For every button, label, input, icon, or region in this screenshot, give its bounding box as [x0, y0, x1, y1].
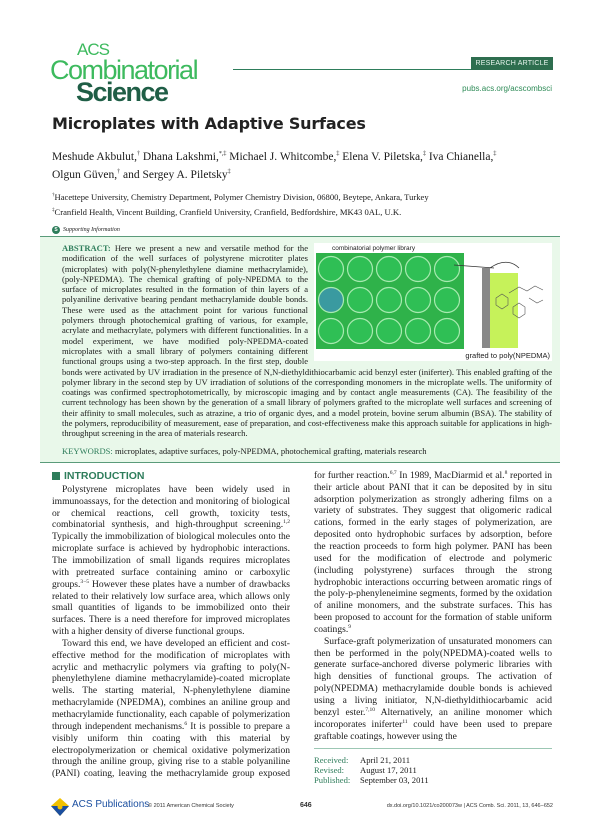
microplate-well: [346, 286, 374, 314]
abstract-text: ABSTRACT: Here we present a new and vers…: [62, 243, 552, 439]
microplate-well: [317, 255, 345, 283]
acs-publications-logo-icon: [51, 798, 69, 817]
microplate-well: [404, 317, 432, 345]
author-affiliation-mark: †: [117, 168, 121, 175]
author-name: Olgun Güven,: [52, 168, 118, 181]
microplate-well: [317, 286, 345, 314]
polymer-layer: [490, 273, 518, 348]
author-name: Michael J. Whitcombe,: [226, 150, 337, 163]
author-affiliation-mark: †: [136, 151, 140, 157]
microplate-well: [317, 317, 345, 345]
heading-square-icon: [52, 471, 60, 480]
microplate-well: [404, 286, 432, 314]
introduction-section: INTRODUCTION Polystyrene microplates hav…: [52, 470, 552, 785]
text-run: could have been used to prepare graftabl…: [314, 718, 552, 742]
author-name: Elena V. Piletska,: [339, 150, 423, 163]
section-heading-introduction: INTRODUCTION: [52, 470, 290, 482]
svg-text:Combinatorial: Combinatorial: [50, 55, 198, 85]
copyright: © 2011 American Chemical Society: [148, 803, 234, 810]
author-name: Iva Chianella,: [425, 150, 494, 163]
citation-ref[interactable]: 7,10: [365, 706, 376, 713]
microplate-well: [375, 286, 403, 314]
journal-logo: ACS Combinatorial Science: [50, 40, 199, 102]
text-run: Typically the immobilization of biologic…: [52, 531, 290, 590]
body-paragraph: Polystyrene microplates have been widely…: [52, 484, 290, 638]
supporting-info-label: Supporting Information: [63, 226, 120, 233]
citation-ref[interactable]: 1,2: [283, 519, 290, 526]
microplate-well: [346, 255, 374, 283]
microplate-well: [404, 255, 432, 283]
article-type-badge: RESEARCH ARTICLE: [471, 57, 553, 70]
citation-ref[interactable]: 8: [504, 469, 508, 476]
text-run: Alternatively, an aniline monomer which …: [314, 706, 553, 730]
toc-graphic: combinatorial polymer library grafted to…: [314, 243, 552, 361]
author-name: Meshude Akbulut,: [52, 150, 137, 163]
author-name: and Sergey A. Piletsky: [120, 168, 228, 181]
svg-text:ACS: ACS: [77, 40, 110, 59]
microplate-well: [346, 317, 374, 345]
text-run: However these plates have a number of dr…: [52, 578, 290, 638]
author-affiliation-mark: *,‡: [218, 151, 227, 157]
citation-ref[interactable]: 11: [402, 718, 408, 725]
affiliation-2: ‡Cranfield Health, Vincent Building, Cra…: [52, 207, 402, 217]
citation[interactable]: dx.doi.org/10.1021/co200073w | ACS Comb.…: [386, 803, 553, 810]
graphic-bottom-label: grafted to poly(NPEDMA): [465, 351, 550, 360]
microplate-well: [375, 317, 403, 345]
text-run: Polystyrene microplates have been widely…: [52, 483, 290, 531]
text-run: Toward this end, we have developed an ef…: [52, 637, 290, 732]
citation-ref[interactable]: 6,7: [389, 469, 397, 476]
body-paragraph: Surface-graft polymerization of unsatura…: [314, 636, 552, 743]
text-run: Surface-graft polymerization of unsatura…: [314, 635, 552, 718]
tube-wall: [482, 268, 490, 348]
abstract-box: combinatorial polymer library grafted to…: [40, 236, 560, 463]
citation-ref[interactable]: 3−5: [80, 578, 89, 585]
journal-url[interactable]: pubs.acs.org/acscombsci: [462, 84, 552, 93]
supporting-info-icon: S: [52, 225, 60, 234]
supporting-information-link[interactable]: S Supporting Information: [52, 224, 560, 235]
graphic-top-label: combinatorial polymer library: [332, 245, 416, 252]
chemical-structure: [495, 285, 544, 319]
affiliation-1: †Hacettepe University, Chemistry Departm…: [52, 192, 429, 202]
microplate-well: [433, 255, 461, 283]
main-flow: S Supporting Information combinatorial p…: [40, 224, 560, 821]
author-list: Meshude Akbulut,† Dhana Lakshmi,*,‡ Mich…: [52, 147, 600, 183]
article-title: Microplates with Adaptive Surfaces: [52, 114, 366, 133]
microplate-well: [375, 255, 403, 283]
author-affiliation-mark: ‡: [227, 168, 231, 175]
page-footer: ACS Publications © 2011 American Chemica…: [50, 798, 553, 821]
svg-text:Science: Science: [76, 77, 169, 102]
microplate-well: [433, 317, 461, 345]
article-dates: Received: April 21, 2011 Revised: August 1…: [314, 748, 552, 785]
text-run: It is possible to prepare a visibly unif…: [52, 469, 390, 780]
citation-ref[interactable]: 6: [184, 720, 188, 727]
citation-ref[interactable]: 9: [348, 623, 351, 630]
author-name: Dhana Lakshmi,: [139, 150, 219, 163]
author-affiliation-mark: ‡: [336, 151, 340, 157]
body-paragraph: Toward this end, we have developed an ef…: [52, 470, 552, 785]
text-run: reported in their article about PANI tha…: [314, 469, 552, 635]
text-run: In 1989, MacDiarmid et al.: [396, 469, 505, 481]
microplate-well: [433, 286, 461, 314]
keywords: KEYWORDS: microplates, adaptive surfaces…: [62, 445, 427, 456]
publisher-name[interactable]: ACS Publications: [72, 799, 150, 811]
author-affiliation-mark: ‡: [422, 151, 426, 157]
header-rule: [233, 69, 473, 70]
author-affiliation-mark: ‡: [493, 151, 497, 157]
page-number: 646: [300, 802, 312, 810]
